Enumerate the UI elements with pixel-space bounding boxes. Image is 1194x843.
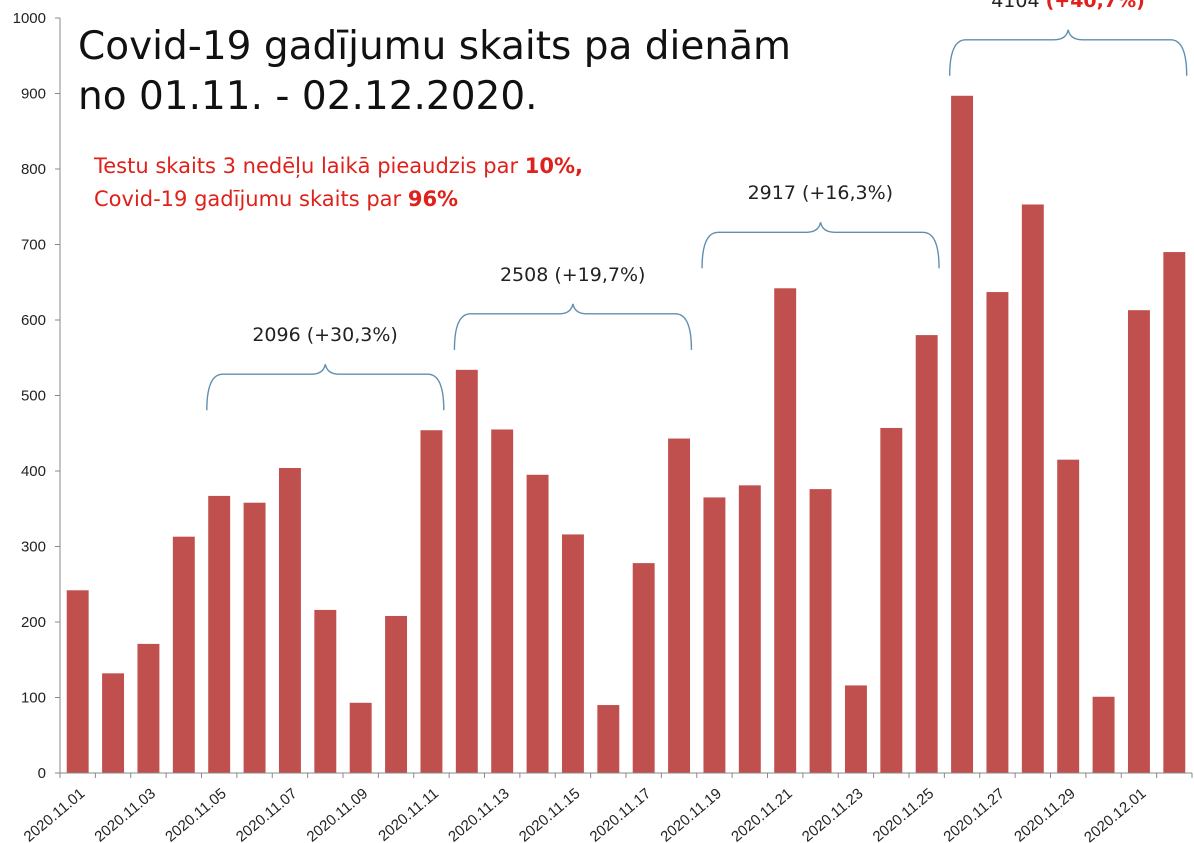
bar-2020.11.05 [208,495,231,773]
bracket-3 [701,222,940,269]
bar-2020.11.29 [1057,459,1080,773]
bar-2020.11.25 [915,335,938,773]
note-line1-bold: 10%, [524,154,584,178]
x-tick-label: 2020.11.23 [799,785,867,843]
y-tick-label: 500 [21,388,46,405]
x-tick-label: 2020.11.21 [728,785,796,843]
annotation-text: 2096 (+30,3%) [252,324,398,347]
bar-2020.11.30 [1092,696,1115,773]
bar-2020.11.14 [526,474,549,773]
bar-2020.11.12 [455,369,478,773]
annotation-4: 4104 (+40,7%) [991,0,1145,12]
x-tick-label: 2020.11.17 [587,785,655,843]
x-tick-label: 2020.11.05 [162,785,230,843]
annotation-3: 2917 (+16,3%) [748,182,894,204]
x-tick-label: 2020.11.15 [516,785,584,843]
x-tick-label: 2020.11.19 [657,785,725,843]
bar-2020.11.17 [632,563,655,773]
bars [66,95,1186,774]
note-line1-text: Testu skaits 3 nedēļu laikā pieaudzis pa… [94,154,525,178]
bar-2020.11.08 [314,609,337,773]
x-tick-label: 2020.11.07 [233,785,301,843]
bar-2020.11.10 [385,615,408,773]
chart-note-line1: Testu skaits 3 nedēļu laikā pieaudzis pa… [94,150,583,183]
bar-2020.11.02 [102,673,125,773]
bar-2020.11.19 [703,497,726,773]
y-tick-label: 400 [21,463,46,480]
chart-note-line2: Covid-19 gadījumu skaits par 96% [94,183,583,216]
bar-2020.11.20 [738,485,761,773]
bracket-1 [206,364,445,411]
bar-2020.11.24 [880,427,903,773]
bar-2020.11.07 [278,467,301,773]
bar-2020.11.04 [172,536,195,773]
x-tick-label: 2020.11.13 [445,785,513,843]
annotation-text: 2917 (+16,3%) [747,182,894,205]
bar-2020.11.18 [668,438,691,773]
note-line2-bold: 96% [407,187,459,211]
y-tick-label: 700 [21,237,46,254]
x-tick-label: 2020.11.29 [1011,785,1079,843]
x-tick-label: 2020.11.25 [870,785,938,843]
bar-2020.11.03 [137,643,160,773]
y-tick-label: 900 [21,86,46,103]
y-tick-label: 100 [21,690,46,707]
y-tick-label: 0 [38,765,46,782]
annotation-brackets [206,29,1188,411]
y-tick-label: 200 [21,614,46,631]
bar-2020.11.28 [1021,204,1044,774]
annotation-highlight: (+40,7%) [1045,0,1145,12]
y-tick-label: 1000 [13,10,46,27]
x-tick-label: 2020.11.03 [91,785,159,843]
note-line2-text: Covid-19 gadījumu skaits par [94,187,408,211]
bar-2020.11.06 [243,502,266,773]
bar-2020.12.02 [1163,252,1186,774]
x-tick-label: 2020.12.01 [1081,785,1149,843]
y-tick-label: 300 [21,539,46,556]
y-tick-label: 800 [21,161,46,178]
bar-2020.11.16 [597,705,620,773]
annotation-1: 2096 (+30,3%) [252,324,398,346]
bar-2020.12.01 [1127,310,1150,773]
annotation-text: 2508 (+19,7%) [499,263,646,286]
annotation-text: 4104 [991,0,1046,12]
bar-2020.11.22 [809,489,832,773]
x-tick-label: 2020.11.27 [940,785,1008,843]
bar-2020.11.23 [844,685,867,773]
bracket-2 [453,303,693,350]
chart-title: Covid-19 gadījumu skaits pa dienām no 01… [78,22,791,122]
chart-title-line1: Covid-19 gadījumu skaits pa dienām [78,24,791,69]
bar-2020.11.15 [561,534,584,773]
bar-2020.11.26 [951,95,974,773]
bar-2020.11.09 [349,702,372,773]
annotation-2: 2508 (+19,7%) [500,264,646,286]
bar-2020.11.11 [420,430,443,773]
bar-2020.11.21 [774,288,797,773]
x-tick-label: 2020.11.11 [375,785,442,843]
x-tick-label: 2020.11.01 [21,785,89,843]
bar-2020.11.27 [986,292,1009,773]
bar-2020.11.01 [66,590,89,773]
chart-title-line2: no 01.11. - 02.12.2020. [78,74,538,119]
y-tick-label: 600 [21,312,46,329]
bar-2020.11.13 [491,429,514,773]
chart-note: Testu skaits 3 nedēļu laikā pieaudzis pa… [94,150,583,216]
bracket-4 [948,29,1188,76]
x-tick-label: 2020.11.09 [304,785,372,843]
